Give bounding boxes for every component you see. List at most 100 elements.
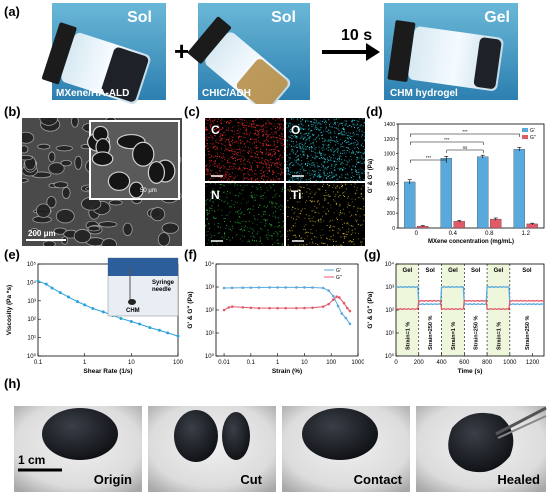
sem-pore xyxy=(74,155,83,170)
eds-dot xyxy=(294,159,296,161)
eds-dot xyxy=(256,165,258,167)
eds-dot xyxy=(289,162,291,164)
eds-dot xyxy=(247,152,249,154)
data-point xyxy=(138,322,142,326)
eds-dot xyxy=(274,242,276,244)
eds-dot xyxy=(314,193,316,195)
eds-dot xyxy=(274,126,276,128)
eds-dot xyxy=(304,232,306,234)
eds-dot xyxy=(224,121,226,123)
eds-dot xyxy=(279,174,281,176)
eds-dot xyxy=(257,164,259,166)
eds-dot xyxy=(312,176,314,178)
eds-dot xyxy=(318,212,320,214)
eds-dot xyxy=(336,219,338,221)
eds-dot xyxy=(281,188,283,190)
eds-dot xyxy=(322,206,324,208)
eds-dot xyxy=(281,137,283,139)
eds-dot xyxy=(322,144,324,146)
eds-dot xyxy=(347,204,349,206)
eds-dot xyxy=(262,195,264,197)
eds-dot xyxy=(305,132,307,134)
eds-dot xyxy=(273,150,275,152)
eds-dot xyxy=(266,120,268,122)
eds-dot xyxy=(343,128,345,130)
eds-dot xyxy=(289,230,291,232)
eds-dot xyxy=(328,184,330,186)
eds-dot xyxy=(295,153,297,155)
eds-dot xyxy=(256,240,258,242)
eds-dot xyxy=(249,132,251,134)
eds-dot xyxy=(360,135,362,137)
eds-dot xyxy=(216,142,218,144)
eds-dot xyxy=(322,185,324,187)
eds-dot xyxy=(216,155,218,157)
eds-dot xyxy=(206,185,208,187)
eds-dot xyxy=(205,165,207,167)
eds-dot xyxy=(267,144,269,146)
eds-dot xyxy=(353,139,355,141)
eds-dot xyxy=(216,121,218,123)
eds-dot xyxy=(323,165,325,167)
eds-dot xyxy=(319,177,321,179)
eds-dot xyxy=(343,235,345,237)
eds-dot xyxy=(265,143,267,145)
eds-dot xyxy=(206,139,208,141)
eds-dot xyxy=(292,180,294,182)
eds-dot xyxy=(238,122,240,124)
eds-dot xyxy=(302,135,304,137)
eds-dot xyxy=(237,130,239,132)
eds-dot xyxy=(340,167,342,169)
eds-dot xyxy=(301,180,303,182)
eds-dot xyxy=(322,170,324,172)
eds-dot xyxy=(291,137,293,139)
eds-dot xyxy=(273,171,275,173)
eds-dot xyxy=(315,119,317,121)
eds-dot xyxy=(304,137,306,139)
eds-dot xyxy=(327,244,329,246)
eds-dot xyxy=(210,174,212,176)
eds-dot xyxy=(312,220,314,222)
data-point xyxy=(311,286,314,289)
eds-dot xyxy=(223,177,225,179)
eds-dot xyxy=(295,194,297,196)
eds-dot xyxy=(289,179,291,181)
x-tick-label: 10 xyxy=(128,360,135,366)
eds-dot xyxy=(347,138,349,140)
eds-dot xyxy=(332,140,334,142)
eds-dot xyxy=(325,159,327,161)
eds-dot xyxy=(276,146,278,148)
eds-dot xyxy=(205,137,207,139)
eds-dot xyxy=(238,166,240,168)
eds-dot xyxy=(311,197,313,199)
eds-dot xyxy=(258,157,260,159)
eds-dot xyxy=(280,154,282,156)
eds-dot xyxy=(318,245,320,246)
eds-dot xyxy=(347,161,349,163)
eds-dot xyxy=(222,157,224,159)
eds-dot xyxy=(208,165,210,167)
eds-dot xyxy=(217,153,219,155)
eds-dot xyxy=(248,220,250,222)
eds-dot xyxy=(281,206,283,208)
eds-dot xyxy=(271,163,273,165)
eds-dot xyxy=(309,174,311,176)
eds-dot xyxy=(283,118,285,120)
eds-dot xyxy=(356,133,358,135)
eds-dot xyxy=(355,134,357,136)
chm-drop xyxy=(128,299,136,305)
eds-dot xyxy=(253,194,255,196)
eds-dot xyxy=(321,158,323,160)
eds-dot xyxy=(339,229,341,231)
eds-dot xyxy=(348,159,350,161)
eds-dot xyxy=(226,193,228,195)
x-tick-label: 0.4 xyxy=(449,231,458,237)
eds-dot xyxy=(356,158,358,160)
eds-dot xyxy=(239,139,241,141)
eds-dot xyxy=(360,192,362,194)
eds-dot xyxy=(256,178,258,180)
eds-dot xyxy=(248,173,250,175)
eds-dot xyxy=(318,176,320,178)
eds-dot xyxy=(232,176,234,178)
eds-dot xyxy=(262,143,264,145)
